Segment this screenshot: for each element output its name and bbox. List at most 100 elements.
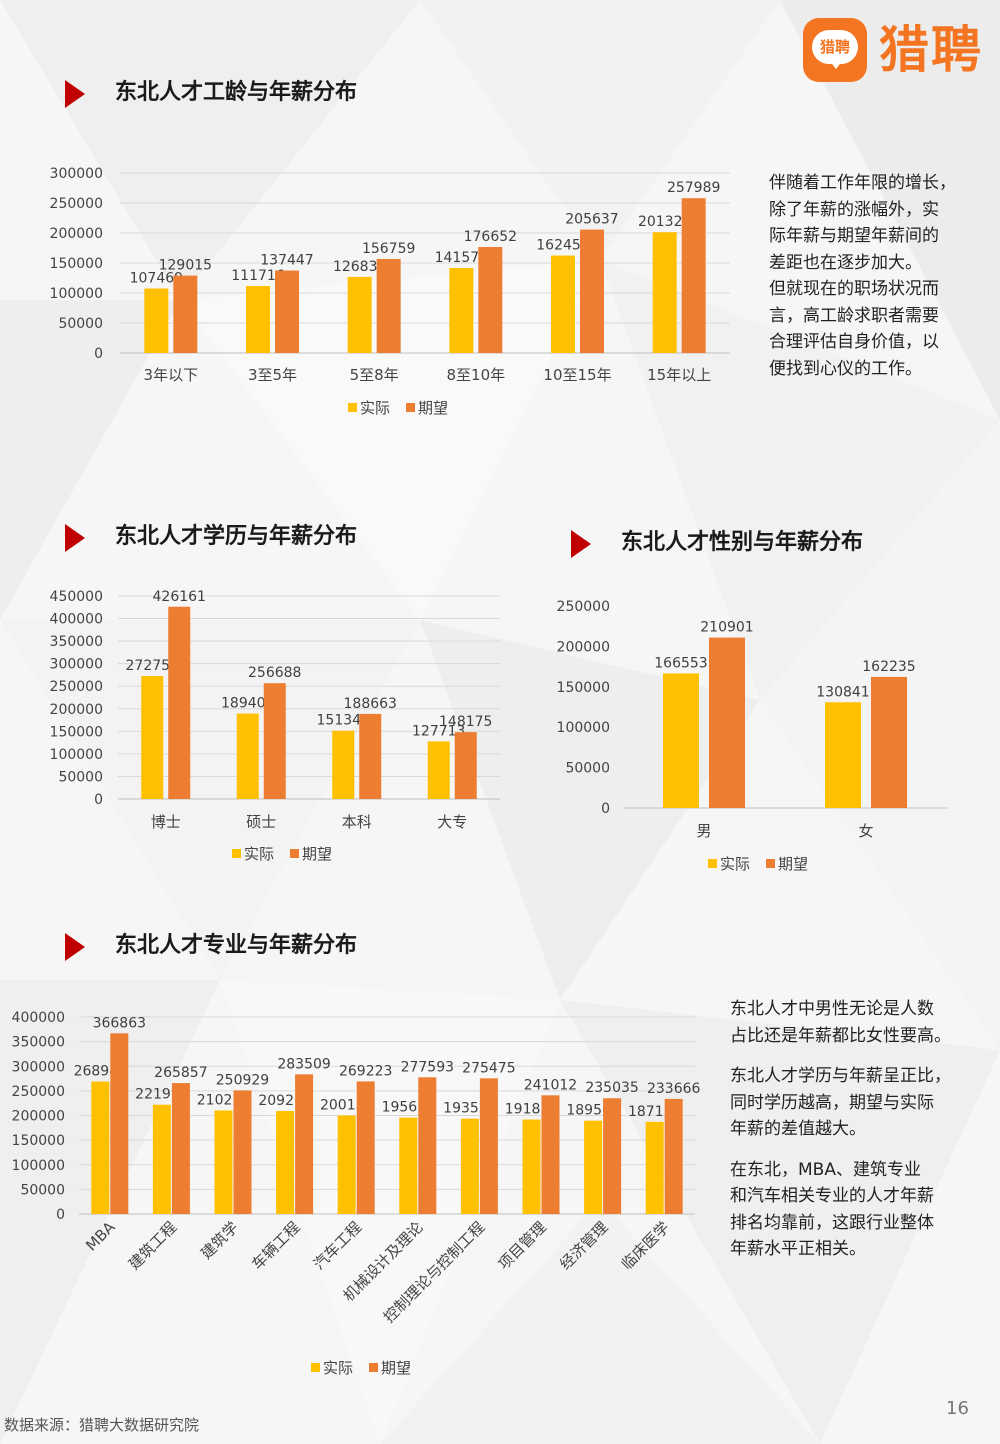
- category-label: 本科: [342, 813, 372, 831]
- bar-expected: [454, 732, 477, 799]
- text-line: 排名均靠前，这跟行业整体: [730, 1212, 934, 1233]
- bar-actual: [645, 1121, 664, 1214]
- y-tick-label: 450000: [50, 589, 103, 605]
- text-line: 言，高工龄求职者需要: [769, 305, 939, 326]
- section-title-major: 东北人才专业与年薪分布: [65, 929, 485, 963]
- bar-expected: [356, 1081, 375, 1214]
- legend-label: 实际: [720, 855, 750, 873]
- legend-swatch: [290, 849, 299, 858]
- category-label: 5至8年: [350, 366, 399, 384]
- y-tick-label: 100000: [50, 286, 103, 302]
- text-line: 伴随着工作年限的增长，: [769, 173, 956, 193]
- data-label: 250929: [216, 1072, 269, 1088]
- bar-expected: [478, 247, 503, 353]
- category-label: 临床医学: [618, 1218, 673, 1273]
- tenure-description: 伴随着工作年限的增长， 除了年薪的涨幅外，实 际年薪与期望年薪间的 差距也在逐步…: [769, 170, 979, 382]
- y-tick-label: 250000: [12, 1084, 65, 1100]
- page-number: 16: [946, 1398, 969, 1419]
- category-label: MBA: [82, 1218, 119, 1255]
- data-label: 130841: [816, 684, 869, 700]
- data-label: 151341: [317, 713, 370, 729]
- bar-expected: [580, 229, 604, 353]
- paragraph-education: 东北人才学历与年薪呈正比， 同时学历越高，期望与实际 年薪的差值越大。: [730, 1063, 980, 1143]
- data-label: 205637: [565, 212, 618, 228]
- y-tick-label: 150000: [50, 256, 103, 272]
- y-tick-label: 0: [94, 792, 103, 808]
- legend-swatch: [708, 859, 717, 868]
- legend-swatch: [232, 849, 241, 858]
- bar-actual: [141, 675, 164, 799]
- bar-actual: [825, 702, 861, 808]
- legend-swatch: [406, 403, 415, 412]
- legend-swatch: [369, 1363, 378, 1372]
- data-label: 269223: [339, 1063, 392, 1079]
- bar-expected: [681, 198, 706, 353]
- bar-expected: [359, 713, 382, 799]
- section-title-text: 东北人才性别与年薪分布: [621, 530, 864, 555]
- y-tick-label: 250000: [50, 679, 103, 695]
- category-label: 3至5年: [248, 366, 297, 384]
- legend-swatch: [348, 403, 357, 412]
- y-tick-label: 0: [94, 346, 103, 362]
- legend-swatch: [311, 1363, 320, 1372]
- bar-expected: [479, 1078, 498, 1214]
- text-line: 年薪的差值越大。: [730, 1119, 866, 1139]
- bar-expected: [233, 1090, 252, 1214]
- bar-actual: [522, 1119, 541, 1214]
- bar-actual: [584, 1120, 603, 1214]
- y-tick-label: 400000: [12, 1010, 65, 1026]
- y-tick-label: 400000: [50, 612, 103, 628]
- legend-swatch: [766, 859, 775, 868]
- chart-major: 0 50000 100000 150000 200000 250000 300000 3500…: [12, 1010, 701, 1377]
- bar-expected: [418, 1077, 437, 1214]
- text-line: 际年薪与期望年薪间的: [769, 226, 939, 246]
- section-title-tenure: 东北人才工龄与年薪分布: [65, 76, 485, 110]
- data-label: 107469: [130, 271, 183, 287]
- y-tick-label: 200000: [50, 226, 103, 242]
- text-line: 但就现在的职场状况而: [769, 279, 939, 299]
- bar-actual: [91, 1081, 110, 1214]
- bar-expected: [110, 1033, 129, 1214]
- logo-text: 猎聘: [879, 21, 983, 79]
- y-tick-label: 100000: [50, 747, 103, 763]
- text-line: 占比还是年薪都比女性要高。: [730, 1025, 951, 1046]
- y-tick-label: 150000: [12, 1133, 65, 1149]
- bar-actual: [332, 730, 355, 799]
- bar-expected: [709, 637, 745, 808]
- category-label: 博士: [151, 813, 181, 831]
- y-tick-label: 50000: [58, 769, 103, 785]
- bar-actual: [144, 288, 169, 353]
- data-label: 233666: [647, 1081, 701, 1097]
- data-label: 235035: [585, 1080, 638, 1096]
- data-source-footer: 数据来源：猎聘大数据研究院: [4, 1416, 200, 1434]
- category-label: 女: [858, 822, 873, 840]
- data-label: 148175: [439, 714, 492, 730]
- chart-tenure: 0 50000 100000 150000 200000 250000 300000 1074…: [50, 166, 730, 417]
- logo-bubble-tail: [829, 60, 843, 69]
- bar-expected: [168, 606, 191, 799]
- section-title-education: 东北人才学历与年薪分布: [65, 520, 485, 554]
- bar-actual: [399, 1117, 418, 1214]
- chart-education: 0 50000 100000 150000 200000 250000 300000 3500…: [50, 589, 500, 863]
- y-tick-label: 100000: [557, 720, 610, 736]
- text-line: 便找到心仪的工作。: [769, 358, 922, 379]
- bar-expected: [171, 1083, 190, 1214]
- data-label: 166553: [654, 655, 707, 671]
- bar-actual: [214, 1110, 233, 1214]
- y-tick-label: 350000: [50, 634, 103, 650]
- data-label: 162456: [536, 238, 590, 254]
- y-tick-label: 0: [56, 1207, 65, 1223]
- data-label: 275475: [462, 1060, 515, 1076]
- y-tick-label: 50000: [565, 761, 610, 777]
- paragraph-major: 在东北，MBA、建筑专业 和汽车相关专业的人才年薪 排名均靠前，这跟行业整体 年…: [730, 1157, 980, 1263]
- y-tick-label: 200000: [50, 702, 103, 718]
- data-label: 265857: [154, 1065, 207, 1081]
- bar-expected: [541, 1095, 560, 1214]
- data-label: 272757: [126, 658, 179, 674]
- data-label: 137447: [260, 253, 313, 269]
- legend-label: 期望: [381, 1359, 411, 1377]
- text-line: 除了年薪的涨幅外，实: [769, 199, 939, 220]
- text-line: 年薪水平正相关。: [730, 1239, 866, 1259]
- bar-expected: [275, 270, 299, 353]
- legend-label: 实际: [323, 1359, 353, 1377]
